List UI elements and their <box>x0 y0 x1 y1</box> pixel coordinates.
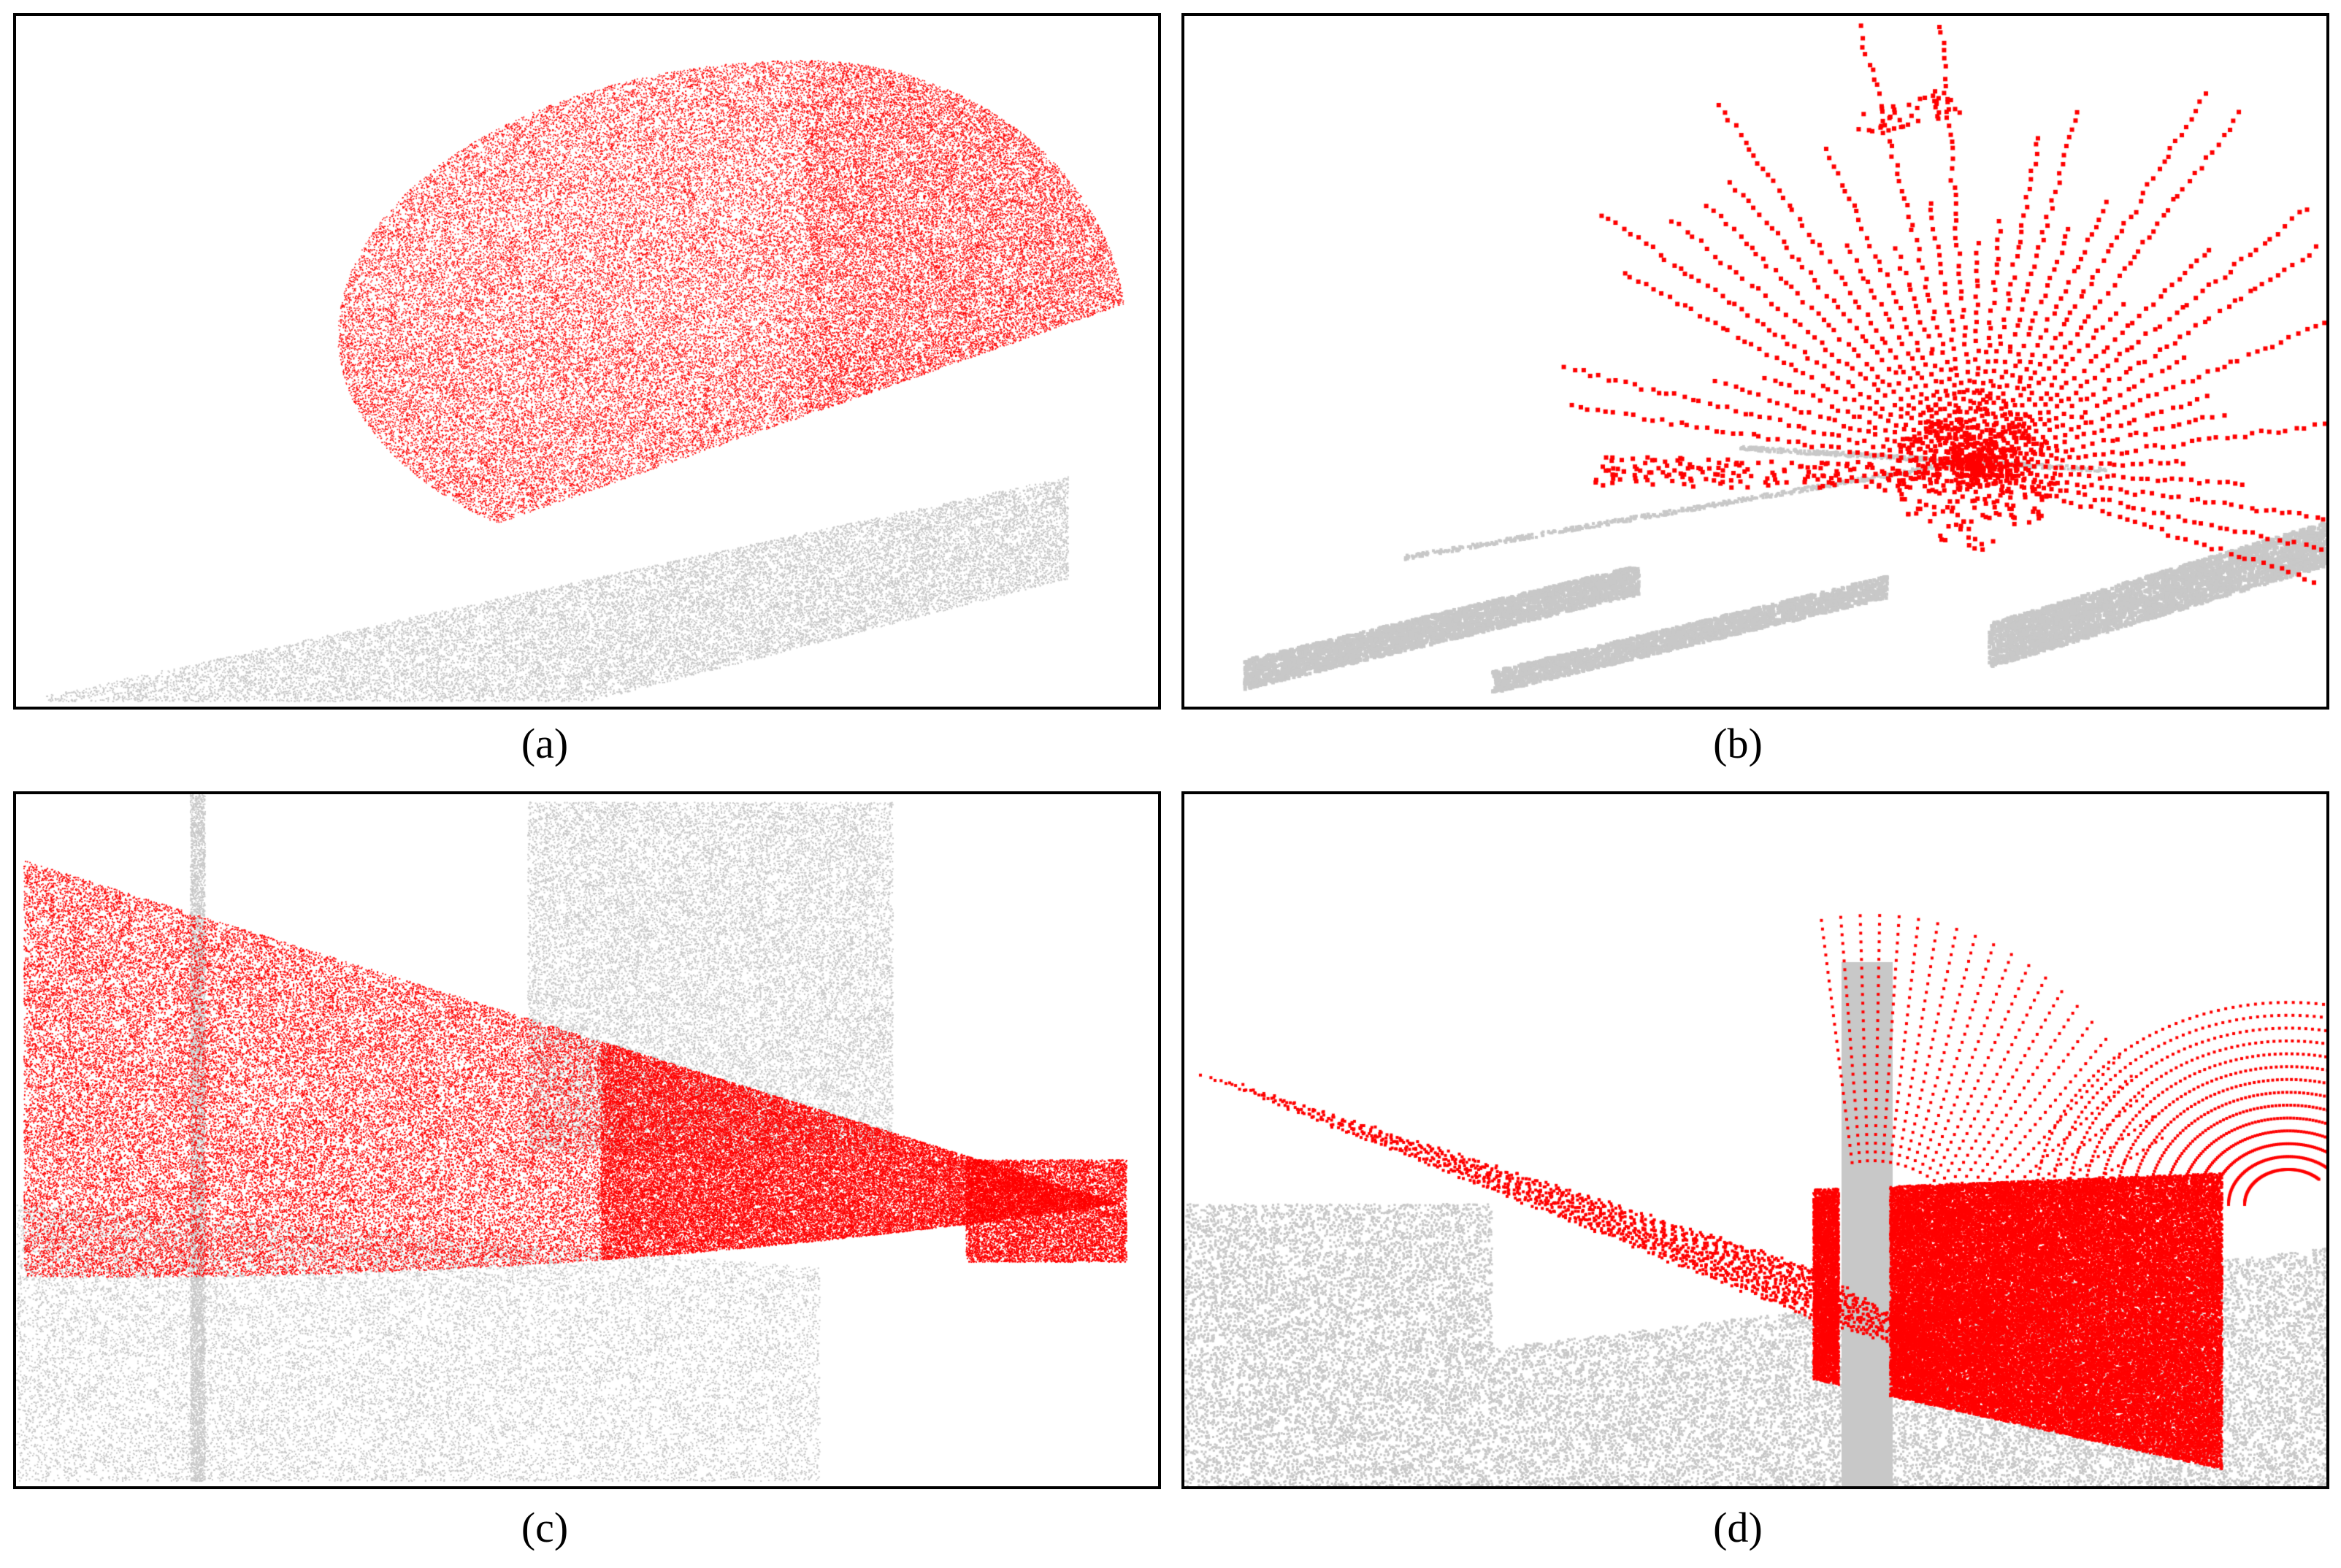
point-cloud-panel-a <box>13 13 1161 710</box>
point-cloud-panel-c <box>13 791 1161 1489</box>
panel-caption-b: (b) <box>1713 720 1763 767</box>
point-cloud-panel-d <box>1181 791 2329 1489</box>
panel-caption-c: (c) <box>521 1504 569 1551</box>
panel-caption-a: (a) <box>521 720 569 767</box>
point-cloud-panel-b <box>1181 13 2329 710</box>
panel-caption-d: (d) <box>1713 1504 1763 1551</box>
